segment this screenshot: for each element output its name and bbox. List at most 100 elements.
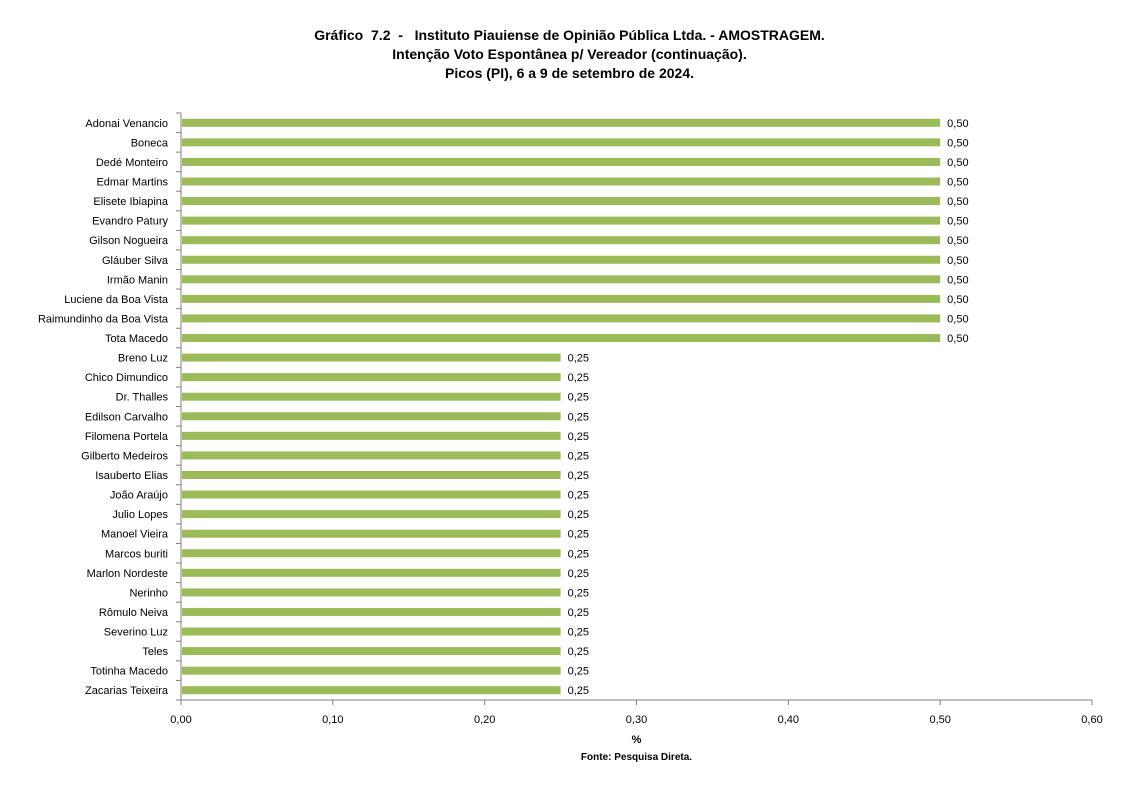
category-label: Gilson Nogueira [89,235,169,247]
category-label: Marcos buriti [105,548,168,560]
category-label: Adonai Venancio [85,118,168,130]
chart-title-line-3: Picos (PI), 6 a 9 de setembro de 2024. [445,65,694,81]
bar [182,236,941,245]
data-label: 0,50 [947,255,968,267]
data-label: 0,25 [568,568,589,580]
bar [182,392,561,401]
data-label: 0,25 [568,392,589,404]
category-label: Edmar Martins [96,176,168,188]
data-label: 0,50 [947,235,968,247]
category-label: Manoel Vieira [101,529,169,541]
data-label: 0,25 [568,411,589,423]
bar [182,412,561,421]
bar [182,529,561,538]
category-label: Severino Luz [104,627,168,639]
bar [182,666,561,675]
bar [182,138,941,147]
bar [182,568,561,577]
data-label: 0,25 [568,431,589,443]
bar [182,647,561,656]
category-label: Marlon Nordeste [87,568,168,580]
bar [182,294,941,303]
data-label: 0,25 [568,470,589,482]
data-label: 0,25 [568,372,589,384]
category-label: Nerinho [129,587,168,599]
data-label: 0,50 [947,333,968,345]
bar [182,627,561,636]
bar [182,118,941,127]
category-label: Irmão Manin [107,274,168,286]
category-label: Dedé Monteiro [96,157,168,169]
data-label: 0,50 [947,157,968,169]
bar [182,549,561,558]
source-note: Fonte: Pesquisa Direta. [581,752,692,763]
data-label: 0,50 [947,274,968,286]
category-label: Raimundinho da Boa Vista [38,313,169,325]
category-label: Gilberto Medeiros [81,450,168,462]
data-label: 0,25 [568,587,589,599]
category-label: Isauberto Elias [95,470,168,482]
bar [182,510,561,519]
data-label: 0,25 [568,666,589,678]
data-label: 0,50 [947,313,968,325]
category-label: Tota Macedo [105,333,168,345]
bar [182,588,561,597]
x-axis-title: % [632,734,642,746]
category-label: Luciene da Boa Vista [64,294,169,306]
x-tick-label: 0,50 [929,714,950,726]
category-label: Julio Lopes [112,509,168,521]
data-label: 0,25 [568,646,589,658]
bar [182,275,941,284]
data-label: 0,25 [568,685,589,697]
category-label: Boneca [131,137,169,149]
data-label: 0,25 [568,450,589,462]
data-label: 0,25 [568,353,589,365]
bar [182,157,941,166]
bar [182,607,561,616]
category-label: Breno Luz [118,353,168,365]
category-label: Chico Dimundico [85,372,168,384]
bar [182,431,561,440]
category-label: Zacarias Teixeira [85,685,169,697]
bar [182,334,941,343]
bar [182,451,561,460]
data-label: 0,25 [568,509,589,521]
category-label: Totinha Macedo [90,666,168,678]
bar [182,373,561,382]
category-label: Filomena Portela [85,431,169,443]
bar [182,314,941,323]
x-tick-label: 0,00 [170,714,191,726]
category-label: Dr. Thalles [116,392,169,404]
x-tick-label: 0,40 [778,714,799,726]
data-label: 0,50 [947,216,968,228]
data-label: 0,50 [947,176,968,188]
x-tick-label: 0,30 [626,714,647,726]
chart-title-line-1: Gráfico 7.2 - Instituto Piauiense de Opi… [314,27,825,43]
bar [182,470,561,479]
data-label: 0,25 [568,548,589,560]
x-tick-label: 0,20 [474,714,495,726]
data-label: 0,50 [947,196,968,208]
category-label: Evandro Patury [92,216,168,228]
bar [182,177,941,186]
bar [182,490,561,499]
data-label: 0,50 [947,118,968,130]
data-label: 0,50 [947,294,968,306]
category-label: Teles [142,646,168,658]
data-label: 0,25 [568,529,589,541]
x-tick-label: 0,60 [1081,714,1102,726]
category-label: Edilson Carvalho [85,411,168,423]
bar [182,197,941,206]
bar [182,353,561,362]
bars-group: Adonai Venancio 0,50 Boneca 0,50 Dedé Montei… [38,118,969,697]
data-label: 0,25 [568,607,589,619]
category-label: Rômulo Neiva [99,607,169,619]
category-label: Elisete Ibiapina [93,196,168,208]
chart-title-line-2: Intenção Voto Espontânea p/ Vereador (co… [392,46,747,62]
data-label: 0,50 [947,137,968,149]
data-label: 0,25 [568,627,589,639]
x-tick-label: 0,10 [322,714,343,726]
bar [182,255,941,264]
category-label: João Araújo [110,490,168,502]
